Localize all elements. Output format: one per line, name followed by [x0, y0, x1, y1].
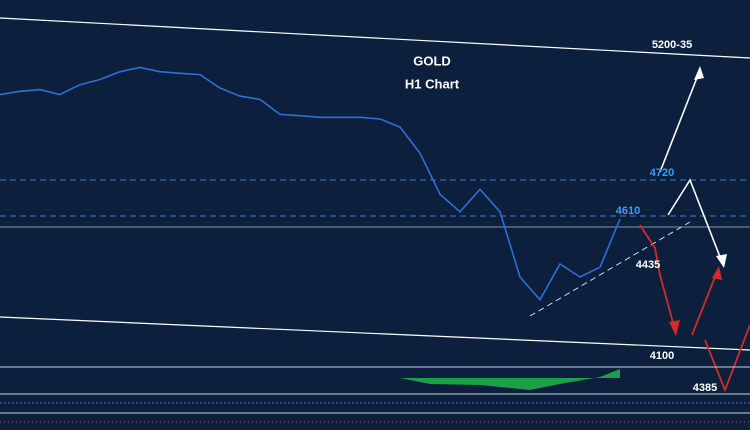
price-line: [0, 66, 621, 302]
chart-subtitle: H1 Chart: [405, 76, 460, 91]
trend-line: [529, 221, 691, 317]
arrow-head: [669, 320, 680, 336]
channel-top: [0, 17, 750, 59]
arrow: [667, 178, 723, 263]
level-label: 4720: [650, 167, 674, 179]
channel-bottom: [0, 316, 750, 351]
arrow: [659, 69, 701, 173]
arrow-head: [712, 266, 722, 280]
level-label: 4610: [616, 205, 640, 217]
level-label: 5200-35: [652, 39, 692, 51]
chart-title: GOLD: [413, 53, 451, 68]
arrow: [704, 324, 750, 393]
indicator-histogram: [0, 369, 620, 390]
arrow: [639, 224, 676, 331]
arrow-head: [694, 66, 704, 80]
arrow-head: [716, 254, 727, 268]
level-label: 4385: [693, 382, 717, 394]
level-label: 4435: [636, 259, 660, 271]
level-label: 4100: [650, 350, 674, 362]
arrow: [691, 271, 718, 336]
